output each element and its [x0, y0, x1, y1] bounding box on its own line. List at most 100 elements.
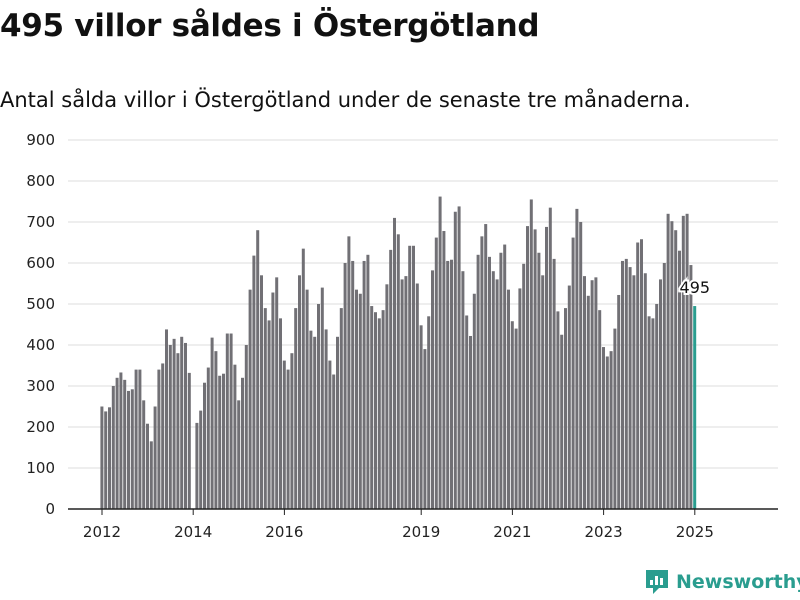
bar — [636, 242, 640, 509]
bar — [419, 325, 423, 509]
bar — [256, 230, 260, 509]
bar — [552, 258, 556, 509]
x-axis: 2012 2014 2016 2019 2021 2023 2025 — [68, 508, 778, 541]
bar — [575, 208, 579, 509]
bar — [153, 406, 157, 509]
bar — [404, 276, 408, 509]
bar — [423, 349, 427, 509]
bar — [522, 263, 526, 509]
bar — [624, 258, 628, 509]
bar — [225, 333, 229, 509]
bar — [108, 407, 111, 509]
bar — [594, 277, 598, 509]
bar — [370, 306, 374, 509]
y-axis-labels: 0 100 200 300 400 500 600 700 800 900 — [26, 131, 55, 518]
bar — [385, 284, 389, 509]
bar — [271, 292, 275, 509]
bar — [305, 289, 309, 509]
bar — [324, 329, 328, 509]
bar — [670, 221, 674, 509]
bar — [172, 338, 176, 509]
x-tick-label: 2016 — [265, 523, 303, 541]
bar — [571, 237, 575, 509]
bar — [529, 199, 533, 509]
bar — [294, 308, 298, 509]
bar — [605, 356, 609, 509]
bar — [579, 222, 583, 509]
bar — [339, 308, 343, 509]
bar — [332, 374, 336, 509]
bar — [488, 256, 491, 509]
bar — [586, 295, 590, 509]
bar — [408, 245, 412, 509]
bar — [541, 275, 545, 509]
bar — [643, 273, 647, 509]
bar — [260, 275, 263, 509]
bar — [336, 336, 339, 509]
bar — [518, 288, 522, 509]
bar — [168, 345, 172, 509]
bar — [146, 423, 149, 509]
bar — [252, 255, 256, 509]
bar — [503, 244, 507, 510]
bar — [480, 236, 484, 509]
bar — [328, 360, 332, 509]
bar — [180, 336, 184, 509]
bar — [176, 353, 180, 509]
bar — [206, 367, 210, 509]
bar — [279, 318, 282, 509]
bar — [495, 279, 499, 509]
bar — [366, 254, 370, 509]
y-tick-label: 700 — [26, 213, 55, 231]
newsworthy-brand[interactable]: Newsworthy — [644, 568, 800, 596]
bar — [301, 248, 305, 509]
bar — [651, 318, 655, 509]
bar — [267, 320, 271, 509]
bar — [621, 260, 624, 509]
bar — [666, 213, 670, 510]
bar — [358, 293, 362, 509]
y-tick-label: 100 — [26, 459, 55, 477]
bar — [491, 271, 495, 509]
bar — [381, 310, 385, 509]
bar — [556, 311, 560, 509]
bar — [689, 265, 693, 509]
bar — [286, 369, 290, 509]
x-tick-label: 2023 — [585, 523, 623, 541]
bar — [564, 308, 567, 509]
bar — [355, 289, 358, 509]
bar — [438, 196, 442, 509]
bar — [127, 390, 130, 509]
bar — [210, 337, 214, 509]
bar — [674, 230, 678, 509]
bar — [377, 318, 381, 509]
bar — [453, 211, 457, 509]
bar — [659, 279, 662, 509]
bar — [130, 389, 134, 509]
bar — [431, 270, 434, 509]
bar — [461, 271, 465, 509]
bar — [104, 411, 108, 509]
bar — [450, 259, 453, 509]
bar — [469, 335, 472, 509]
bar — [320, 287, 324, 509]
x-tick-label: 2025 — [676, 523, 714, 541]
bar — [678, 250, 681, 509]
bar — [434, 237, 438, 509]
bar — [187, 372, 191, 509]
bar — [195, 422, 199, 509]
bar — [111, 386, 115, 509]
bar — [282, 360, 286, 509]
bar — [415, 283, 419, 509]
bar — [218, 375, 222, 509]
y-tick-label: 800 — [26, 172, 55, 190]
bar — [134, 369, 138, 509]
bar — [526, 226, 529, 509]
bar — [537, 252, 541, 509]
x-tick-label: 2021 — [493, 523, 531, 541]
bar — [472, 293, 476, 509]
bar — [545, 226, 548, 510]
bar — [400, 279, 404, 509]
bar — [309, 330, 313, 509]
bar — [628, 267, 632, 509]
